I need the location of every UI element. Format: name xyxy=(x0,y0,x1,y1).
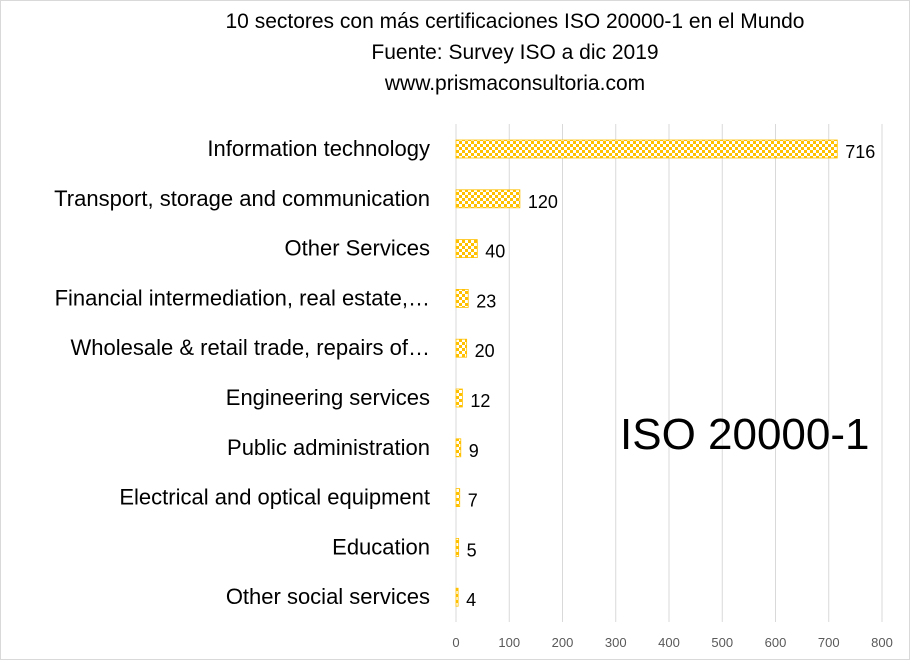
x-tick-label: 100 xyxy=(498,635,520,650)
x-tick-label: 500 xyxy=(711,635,733,650)
data-value-label: 23 xyxy=(476,291,496,311)
category-label: Wholesale & retail trade, repairs of… xyxy=(71,335,431,360)
labels: 0 100 200 300 400 500 600 700 800 Information tec… xyxy=(54,136,893,650)
bar xyxy=(455,587,459,607)
x-tick-label: 300 xyxy=(605,635,627,650)
data-value-label: 5 xyxy=(467,540,477,560)
bars xyxy=(455,139,838,607)
x-tick-label: 0 xyxy=(452,635,459,650)
iso-standard-label: ISO 20000-1 xyxy=(620,410,870,459)
chart-title: 10 sectores con más certificaciones ISO … xyxy=(225,10,805,33)
data-value-label: 20 xyxy=(475,341,495,361)
category-label: Financial intermediation, real estate,… xyxy=(55,285,430,310)
data-value-label: 7 xyxy=(468,491,478,511)
category-label: Other social services xyxy=(226,584,430,609)
category-label: Transport, storage and communication xyxy=(54,186,430,211)
chart-title-block: 10 sectores con más certificaciones ISO … xyxy=(0,6,910,99)
x-tick-label: 800 xyxy=(871,635,893,650)
data-value-label: 120 xyxy=(528,192,558,212)
category-label: Public administration xyxy=(227,435,430,460)
category-label: Education xyxy=(332,534,430,559)
bar xyxy=(455,189,521,209)
x-tick-label: 700 xyxy=(818,635,840,650)
chart-subtitle-website: www.prismaconsultoria.com xyxy=(384,72,646,95)
bar xyxy=(455,438,462,458)
data-value-label: 40 xyxy=(485,242,505,262)
category-label: Engineering services xyxy=(226,385,430,410)
category-label: Other Services xyxy=(285,236,431,261)
bar xyxy=(455,388,463,408)
x-tick-label: 600 xyxy=(765,635,787,650)
data-value-label: 716 xyxy=(845,142,875,162)
data-value-label: 12 xyxy=(470,391,490,411)
bar xyxy=(455,288,469,308)
data-value-label: 9 xyxy=(469,441,479,461)
grid-lines xyxy=(455,124,883,622)
data-value-label: 4 xyxy=(466,590,476,610)
category-label: Electrical and optical equipment xyxy=(119,485,430,510)
chart-subtitle-source: Fuente: Survey ISO a dic 2019 xyxy=(371,41,659,64)
bar xyxy=(455,239,478,259)
x-tick-label: 400 xyxy=(658,635,680,650)
x-tick-label: 200 xyxy=(552,635,574,650)
bar xyxy=(455,488,461,508)
bar xyxy=(455,538,460,557)
bar xyxy=(455,338,468,358)
bar xyxy=(455,139,838,159)
category-label: Information technology xyxy=(207,136,430,161)
